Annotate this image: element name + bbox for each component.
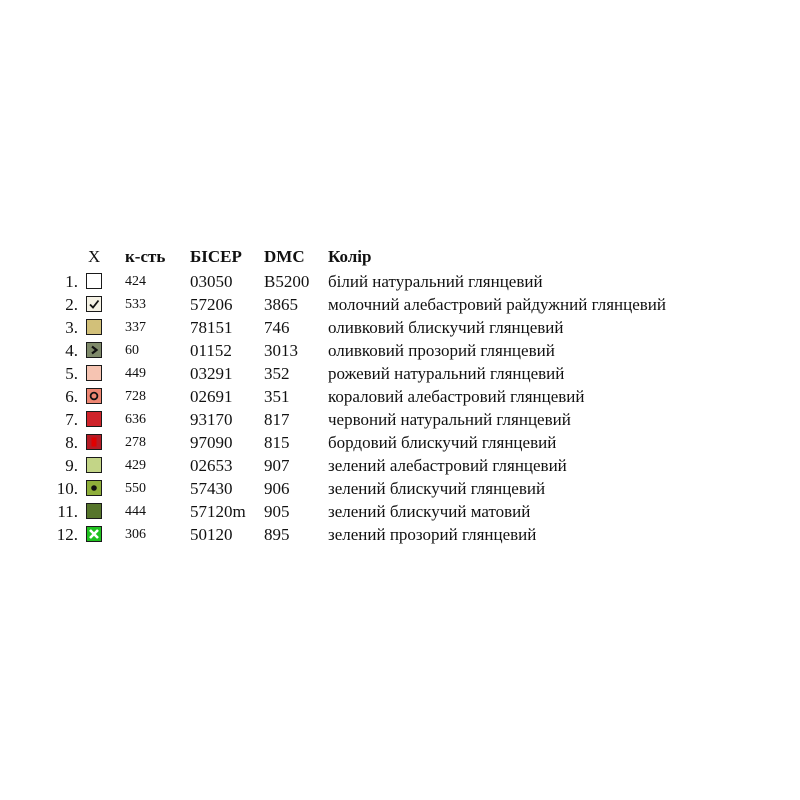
color-name: зелений алебастровий глянцевий bbox=[328, 456, 567, 475]
color-swatch bbox=[86, 319, 102, 335]
dot-icon bbox=[91, 485, 97, 491]
header-color: Колір bbox=[328, 247, 372, 266]
color-swatch bbox=[86, 388, 102, 404]
dmc-code: 352 bbox=[264, 364, 290, 383]
color-swatch bbox=[86, 342, 102, 358]
bead-code: 02691 bbox=[190, 387, 233, 406]
legend-row: 1. 424 03050 B5200 білий натуральний глянцев… bbox=[0, 270, 800, 293]
color-swatch bbox=[86, 503, 102, 519]
row-number: 12. bbox=[56, 525, 78, 544]
color-name: зелений прозорий глянцевий bbox=[328, 525, 537, 544]
color-swatch bbox=[86, 457, 102, 473]
color-name: рожевий натуральний глянцевий bbox=[328, 364, 565, 383]
color-name: зелений блискучий матовий bbox=[328, 502, 531, 521]
legend-row: 6. 728 02691 351 кораловий алебастровий глян… bbox=[0, 385, 800, 408]
color-name: оливковий блискучий глянцевий bbox=[328, 318, 564, 337]
legend-row: 10. 550 57430 906 зелений блискучий глянцеви… bbox=[0, 477, 800, 500]
bead-code: 57120m bbox=[190, 502, 246, 521]
bead-code: 03050 bbox=[190, 272, 233, 291]
legend-row: 2. 533 57206 3865 молочний алебастровий райд… bbox=[0, 293, 800, 316]
bar-icon bbox=[91, 437, 97, 447]
color-swatch bbox=[86, 434, 102, 450]
legend-row: 7. 636 93170 817 червоний натуральний глянце… bbox=[0, 408, 800, 431]
dmc-code: 746 bbox=[264, 318, 290, 337]
row-number: 5. bbox=[65, 364, 78, 383]
dmc-code: 895 bbox=[264, 525, 290, 544]
bead-code: 97090 bbox=[190, 433, 233, 452]
color-swatch bbox=[86, 480, 102, 496]
quantity: 278 bbox=[125, 435, 146, 450]
legend-row: 9. 429 02653 907 зелений алебастровий глянце… bbox=[0, 454, 800, 477]
dmc-code: 3013 bbox=[264, 341, 298, 360]
header-symbol: X bbox=[88, 247, 101, 266]
legend-row: 5. 449 03291 352 рожевий натуральний глянцев… bbox=[0, 362, 800, 385]
row-number: 10. bbox=[56, 479, 78, 498]
dmc-code: 817 bbox=[264, 410, 290, 429]
legend-header-row: X к-сть БІСЕР DMC Колір bbox=[0, 245, 800, 268]
quantity: 728 bbox=[125, 389, 146, 404]
row-number: 7. bbox=[65, 410, 78, 429]
color-name: червоний натуральний глянцевий bbox=[328, 410, 571, 429]
row-number: 11. bbox=[57, 502, 78, 521]
quantity: 636 bbox=[125, 412, 146, 427]
quantity: 449 bbox=[125, 366, 146, 381]
bead-code: 01152 bbox=[190, 341, 232, 360]
header-dmc: DMC bbox=[264, 247, 305, 266]
quantity: 337 bbox=[125, 320, 146, 335]
row-number: 2. bbox=[65, 295, 78, 314]
color-swatch bbox=[86, 273, 102, 289]
ring-icon bbox=[89, 391, 99, 401]
row-number: 1. bbox=[65, 272, 78, 291]
row-number: 8. bbox=[65, 433, 78, 452]
row-number: 3. bbox=[65, 318, 78, 337]
row-number: 9. bbox=[65, 456, 78, 475]
color-name: бордовий блискучий глянцевий bbox=[328, 433, 557, 452]
legend-row: 3. 337 78151 746 оливковий блискучий глянцев… bbox=[0, 316, 800, 339]
color-name: оливковий прозорий глянцевий bbox=[328, 341, 555, 360]
legend-row: 12. 306 50120 895 зелений прозорий глянцевий bbox=[0, 523, 800, 546]
legend-row: 4. 60 01152 3013 оливковий прозорий глянцеви… bbox=[0, 339, 800, 362]
dmc-code: 907 bbox=[264, 456, 290, 475]
bead-code: 57206 bbox=[190, 295, 233, 314]
header-beads: БІСЕР bbox=[190, 247, 242, 266]
row-number: 6. bbox=[65, 387, 78, 406]
quantity: 550 bbox=[125, 481, 146, 496]
dmc-code: 3865 bbox=[264, 295, 298, 314]
color-swatch bbox=[86, 411, 102, 427]
quantity: 429 bbox=[125, 458, 146, 473]
dmc-code: 906 bbox=[264, 479, 290, 498]
color-name: кораловий алебастровий глянцевий bbox=[328, 387, 585, 406]
chevron-right-icon bbox=[91, 345, 99, 355]
row-number: 4. bbox=[65, 341, 78, 360]
check-icon bbox=[89, 299, 100, 309]
bead-code: 03291 bbox=[190, 364, 233, 383]
dmc-code: 815 bbox=[264, 433, 290, 452]
legend-row: 8. 278 97090 815 бордовий блискучий глянцеви… bbox=[0, 431, 800, 454]
cross-icon bbox=[89, 529, 99, 539]
color-name: білий натуральний глянцевий bbox=[328, 272, 543, 291]
dmc-code: B5200 bbox=[264, 272, 310, 291]
quantity: 533 bbox=[125, 297, 146, 312]
bead-code: 78151 bbox=[190, 318, 233, 337]
color-swatch bbox=[86, 296, 102, 312]
quantity: 424 bbox=[125, 274, 146, 289]
bead-code: 50120 bbox=[190, 525, 233, 544]
quantity: 444 bbox=[125, 504, 146, 519]
bead-code: 57430 bbox=[190, 479, 233, 498]
header-quantity: к-сть bbox=[125, 247, 166, 266]
color-name: молочний алебастровий райдужний глянцеви… bbox=[328, 295, 666, 314]
bead-code: 02653 bbox=[190, 456, 233, 475]
quantity: 60 bbox=[125, 343, 139, 358]
legend-row: 11. 444 57120m 905 зелений блискучий матовий bbox=[0, 500, 800, 523]
color-swatch bbox=[86, 365, 102, 381]
dmc-code: 905 bbox=[264, 502, 290, 521]
quantity: 306 bbox=[125, 527, 146, 542]
color-name: зелений блискучий глянцевий bbox=[328, 479, 546, 498]
bead-code: 93170 bbox=[190, 410, 233, 429]
color-swatch bbox=[86, 526, 102, 542]
dmc-code: 351 bbox=[264, 387, 290, 406]
